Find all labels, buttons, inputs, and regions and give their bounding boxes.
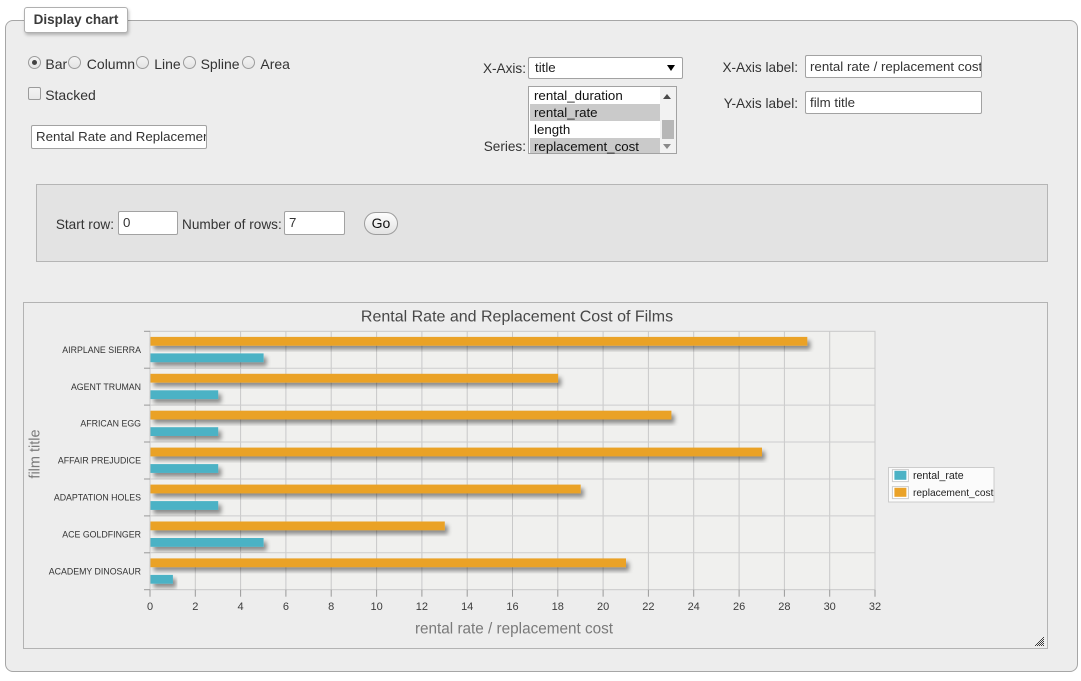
svg-text:replacement_cost: replacement_cost bbox=[913, 488, 994, 499]
svg-text:20: 20 bbox=[597, 601, 609, 613]
svg-text:4: 4 bbox=[238, 601, 244, 613]
svg-text:32: 32 bbox=[869, 601, 881, 613]
svg-text:rental_rate: rental_rate bbox=[913, 470, 964, 482]
svg-text:ACADEMY DINOSAUR: ACADEMY DINOSAUR bbox=[49, 566, 141, 576]
svg-text:24: 24 bbox=[688, 601, 700, 613]
svg-text:Rental Rate and Replacement Co: Rental Rate and Replacement Cost of Film… bbox=[361, 309, 673, 326]
svg-text:10: 10 bbox=[370, 601, 382, 613]
svg-text:AFFAIR PREJUDICE: AFFAIR PREJUDICE bbox=[58, 456, 141, 466]
svg-text:8: 8 bbox=[328, 601, 334, 613]
svg-text:rental rate / replacement cost: rental rate / replacement cost bbox=[415, 621, 614, 638]
svg-text:28: 28 bbox=[778, 601, 790, 613]
svg-text:30: 30 bbox=[824, 601, 836, 613]
svg-text:18: 18 bbox=[552, 601, 564, 613]
svg-text:AGENT TRUMAN: AGENT TRUMAN bbox=[71, 382, 141, 392]
svg-text:AIRPLANE SIERRA: AIRPLANE SIERRA bbox=[62, 345, 141, 355]
svg-text:12: 12 bbox=[416, 601, 428, 613]
svg-text:ACE GOLDFINGER: ACE GOLDFINGER bbox=[62, 529, 141, 539]
svg-text:16: 16 bbox=[506, 601, 518, 613]
svg-text:0: 0 bbox=[147, 601, 153, 613]
svg-text:14: 14 bbox=[461, 601, 473, 613]
svg-text:2: 2 bbox=[192, 601, 198, 613]
svg-text:6: 6 bbox=[283, 601, 289, 613]
svg-text:film title: film title bbox=[28, 429, 44, 478]
svg-text:26: 26 bbox=[733, 601, 745, 613]
svg-text:ADAPTATION HOLES: ADAPTATION HOLES bbox=[54, 493, 141, 503]
svg-text:AFRICAN EGG: AFRICAN EGG bbox=[80, 419, 141, 429]
svg-text:22: 22 bbox=[642, 601, 654, 613]
